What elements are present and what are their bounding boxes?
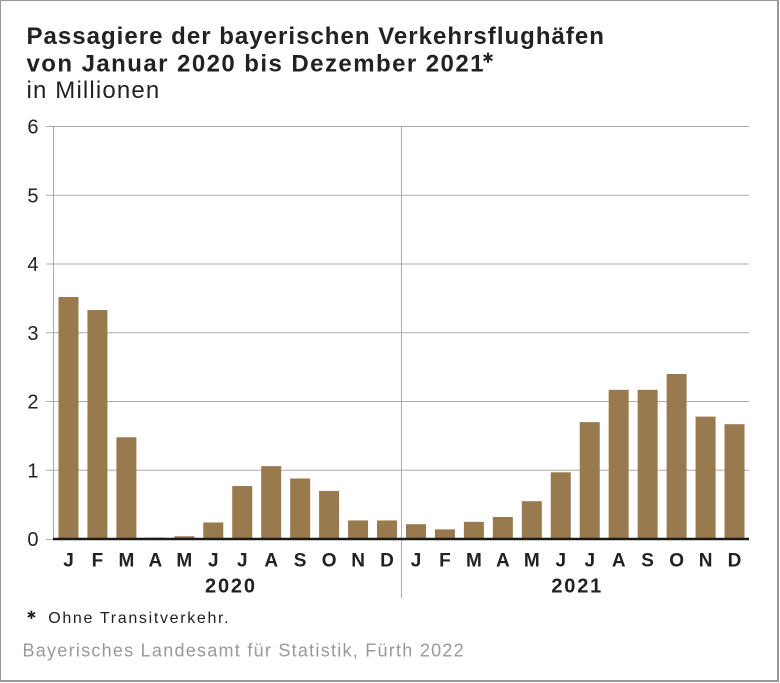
svg-text:Ohne Transitverkehr.: Ohne Transitverkehr. bbox=[48, 610, 230, 627]
svg-text:M: M bbox=[466, 551, 482, 572]
svg-text:2020: 2020 bbox=[205, 575, 257, 597]
svg-text:A: A bbox=[612, 551, 626, 572]
svg-text:D: D bbox=[728, 551, 742, 572]
svg-text:M: M bbox=[524, 551, 540, 572]
svg-text:Bayerisches Landesamt für Stat: Bayerisches Landesamt für Statistik, Für… bbox=[23, 640, 465, 660]
svg-text:O: O bbox=[669, 551, 684, 572]
svg-text:M: M bbox=[176, 551, 192, 572]
svg-text:N: N bbox=[351, 551, 365, 572]
svg-text:J: J bbox=[63, 551, 74, 572]
svg-text:J: J bbox=[208, 551, 219, 572]
svg-text:N: N bbox=[699, 551, 713, 572]
svg-text:A: A bbox=[496, 551, 510, 572]
svg-text:2: 2 bbox=[27, 392, 38, 414]
svg-text:Passagiere der bayerischen Ver: Passagiere der bayerischen Verkehrsflugh… bbox=[27, 23, 605, 50]
svg-text:J: J bbox=[584, 551, 595, 572]
svg-text:O: O bbox=[322, 551, 337, 572]
svg-text:A: A bbox=[264, 551, 278, 572]
svg-text:S: S bbox=[294, 551, 307, 572]
svg-text:F: F bbox=[439, 551, 451, 572]
svg-text:6: 6 bbox=[27, 117, 38, 139]
svg-text:von Januar 2020 bis Dezember 2: von Januar 2020 bis Dezember 2021 bbox=[27, 51, 485, 78]
svg-text:D: D bbox=[380, 551, 394, 572]
svg-text:J: J bbox=[411, 551, 422, 572]
svg-text:0: 0 bbox=[27, 529, 38, 551]
svg-text:2021: 2021 bbox=[551, 575, 603, 597]
svg-text:F: F bbox=[92, 551, 104, 572]
svg-text:3: 3 bbox=[27, 323, 38, 345]
svg-text:J: J bbox=[237, 551, 248, 572]
svg-text:4: 4 bbox=[27, 254, 38, 276]
svg-text:M: M bbox=[118, 551, 134, 572]
svg-text:S: S bbox=[641, 551, 654, 572]
svg-text:1: 1 bbox=[27, 460, 38, 482]
svg-text:A: A bbox=[148, 551, 162, 572]
svg-text:5: 5 bbox=[27, 185, 38, 207]
svg-text:J: J bbox=[555, 551, 566, 572]
svg-text:in Millionen: in Millionen bbox=[27, 77, 161, 104]
